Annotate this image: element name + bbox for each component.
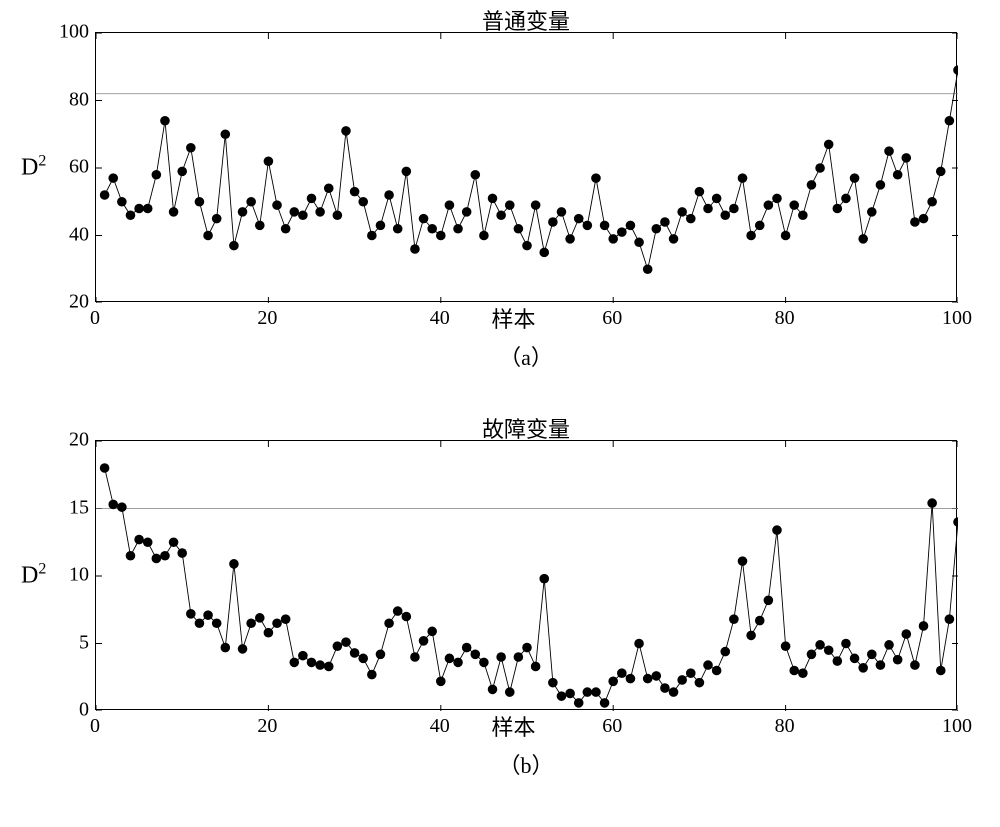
ytick-label: 40	[45, 223, 89, 246]
ytick-label: 60	[45, 156, 89, 179]
xtick-label: 80	[775, 307, 795, 330]
panel-b-sublabel: （b）	[95, 748, 957, 780]
ytick-label: 80	[45, 88, 89, 111]
panel-a-svg	[96, 33, 958, 303]
panel-a-plot	[95, 32, 957, 302]
ytick-label: 20	[45, 429, 89, 452]
ylabel-base: D	[21, 155, 38, 181]
panel-a-ylabel: D2	[21, 153, 46, 182]
ytick-label: 100	[45, 21, 89, 44]
ytick-label: 10	[45, 564, 89, 587]
panel-a: 普通变量 D2 样本 （a） 20406080100020406080100	[95, 32, 957, 302]
xtick-label: 20	[257, 715, 277, 738]
panel-b-svg	[96, 441, 958, 711]
ytick-label: 5	[45, 631, 89, 654]
panel-a-sublabel: （a）	[95, 340, 957, 372]
panel-a-xlabel: 样本	[492, 302, 536, 334]
xtick-label: 0	[90, 715, 100, 738]
panel-b-xlabel: 样本	[492, 710, 536, 742]
xtick-label: 40	[430, 715, 450, 738]
xtick-label: 20	[257, 307, 277, 330]
ytick-label: 20	[45, 291, 89, 314]
ytick-label: 0	[45, 699, 89, 722]
figure-container: 普通变量 D2 样本 （a） 20406080100020406080100 故…	[0, 0, 1000, 827]
xtick-label: 80	[775, 715, 795, 738]
panel-b-ylabel: D2	[21, 561, 46, 590]
xtick-label: 60	[602, 307, 622, 330]
ylabel-base: D	[21, 563, 38, 589]
xtick-label: 100	[942, 307, 972, 330]
xtick-label: 0	[90, 307, 100, 330]
xtick-label: 60	[602, 715, 622, 738]
ytick-label: 15	[45, 496, 89, 519]
xtick-label: 40	[430, 307, 450, 330]
panel-b: 故障变量 D2 样本 （b） 05101520020406080100	[95, 440, 957, 710]
xtick-label: 100	[942, 715, 972, 738]
panel-b-plot	[95, 440, 957, 710]
